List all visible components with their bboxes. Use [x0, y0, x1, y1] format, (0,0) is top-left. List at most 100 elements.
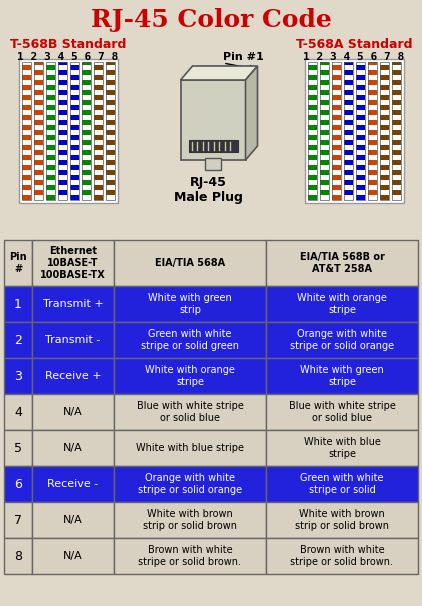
- Bar: [22, 175, 30, 180]
- Bar: [332, 145, 341, 150]
- Bar: [33, 105, 43, 110]
- Bar: [33, 195, 43, 200]
- Bar: [368, 145, 376, 150]
- Bar: [46, 65, 54, 70]
- Bar: [57, 135, 67, 140]
- Bar: [368, 155, 376, 160]
- Text: Brown with white
stripe or solid brown.: Brown with white stripe or solid brown.: [138, 545, 241, 567]
- Bar: [106, 85, 114, 90]
- Text: White with orange
stripe: White with orange stripe: [297, 293, 387, 315]
- Bar: [94, 155, 103, 160]
- Bar: [57, 62, 67, 200]
- Bar: [344, 95, 352, 100]
- Bar: [46, 165, 54, 170]
- Bar: [379, 145, 389, 150]
- Bar: [379, 62, 389, 200]
- Bar: [4, 538, 32, 574]
- Bar: [81, 175, 90, 180]
- Bar: [4, 358, 32, 394]
- Bar: [32, 240, 114, 286]
- Bar: [181, 80, 246, 160]
- Bar: [70, 105, 78, 110]
- Bar: [106, 75, 114, 80]
- Bar: [33, 75, 43, 80]
- Bar: [319, 105, 328, 110]
- Bar: [57, 155, 67, 160]
- Bar: [355, 85, 365, 90]
- Bar: [319, 145, 328, 150]
- Bar: [94, 95, 103, 100]
- Bar: [81, 75, 90, 80]
- Bar: [81, 95, 90, 100]
- Bar: [308, 195, 316, 200]
- Text: Orange with white
stripe or solid orange: Orange with white stripe or solid orange: [290, 329, 394, 351]
- Bar: [344, 135, 352, 140]
- Bar: [94, 85, 103, 90]
- Bar: [94, 75, 103, 80]
- Bar: [114, 430, 266, 466]
- Bar: [344, 125, 352, 130]
- Text: EIA/TIA 568A: EIA/TIA 568A: [155, 258, 225, 268]
- Bar: [94, 62, 103, 200]
- Bar: [332, 135, 341, 140]
- Bar: [308, 62, 316, 200]
- Bar: [266, 358, 418, 394]
- Bar: [57, 75, 67, 80]
- Bar: [392, 65, 400, 70]
- Bar: [94, 105, 103, 110]
- Bar: [379, 165, 389, 170]
- Bar: [70, 175, 78, 180]
- Bar: [344, 195, 352, 200]
- Text: Blue with white stripe
or solid blue: Blue with white stripe or solid blue: [137, 401, 243, 423]
- Text: White with blue
stripe: White with blue stripe: [303, 437, 381, 459]
- Bar: [94, 125, 103, 130]
- Bar: [305, 59, 403, 203]
- Bar: [114, 502, 266, 538]
- Bar: [70, 135, 78, 140]
- Bar: [392, 185, 400, 190]
- Bar: [106, 125, 114, 130]
- Text: Brown with white
stripe or solid brown.: Brown with white stripe or solid brown.: [290, 545, 393, 567]
- Bar: [19, 59, 117, 203]
- Bar: [368, 165, 376, 170]
- Bar: [368, 105, 376, 110]
- Bar: [22, 62, 30, 200]
- Bar: [266, 538, 418, 574]
- Bar: [32, 286, 114, 322]
- Bar: [368, 62, 376, 200]
- Bar: [70, 65, 78, 70]
- Bar: [46, 105, 54, 110]
- Bar: [81, 185, 90, 190]
- Bar: [94, 145, 103, 150]
- Bar: [355, 65, 365, 70]
- Bar: [94, 115, 103, 120]
- Bar: [22, 155, 30, 160]
- Bar: [368, 115, 376, 120]
- Text: 3: 3: [14, 370, 22, 382]
- Bar: [32, 322, 114, 358]
- Bar: [205, 158, 221, 170]
- Bar: [114, 240, 266, 286]
- Bar: [94, 165, 103, 170]
- Polygon shape: [246, 66, 257, 160]
- Text: N/A: N/A: [63, 515, 83, 525]
- Bar: [33, 155, 43, 160]
- Bar: [81, 145, 90, 150]
- Bar: [355, 62, 365, 200]
- Bar: [379, 125, 389, 130]
- Bar: [57, 195, 67, 200]
- Bar: [308, 125, 316, 130]
- Bar: [379, 62, 389, 200]
- Bar: [32, 466, 114, 502]
- Bar: [106, 145, 114, 150]
- Text: N/A: N/A: [63, 407, 83, 417]
- Bar: [308, 185, 316, 190]
- Bar: [57, 115, 67, 120]
- Bar: [57, 85, 67, 90]
- Text: 1 2 3 4 5 6 7 8: 1 2 3 4 5 6 7 8: [303, 52, 405, 62]
- Bar: [392, 75, 400, 80]
- Bar: [368, 85, 376, 90]
- Bar: [332, 125, 341, 130]
- Bar: [355, 75, 365, 80]
- Bar: [368, 75, 376, 80]
